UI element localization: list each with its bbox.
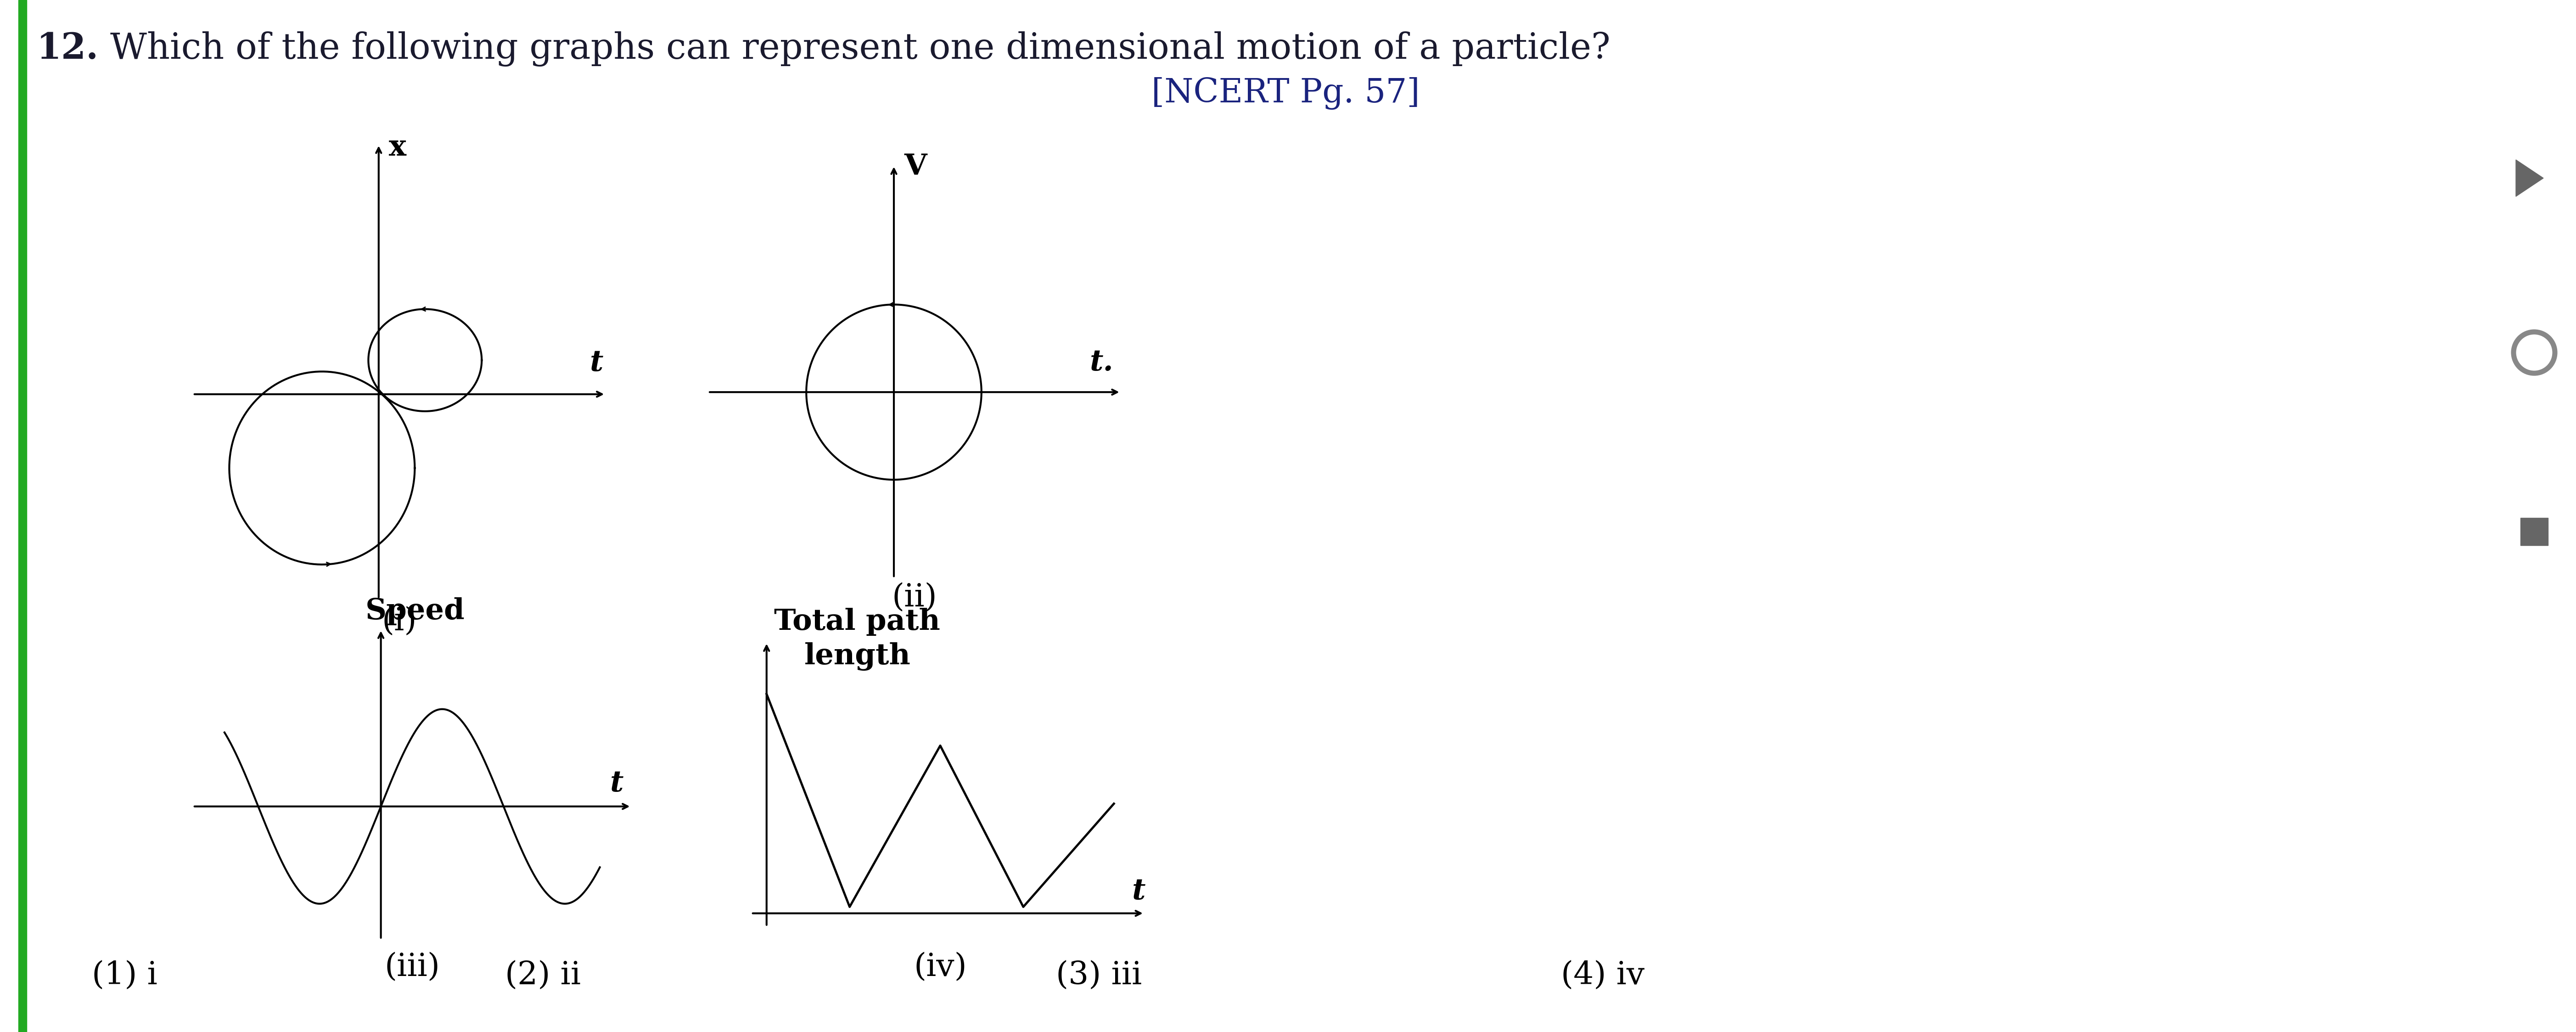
Bar (2519, 518, 2548, 545)
Text: (2) ii: (2) ii (505, 960, 580, 991)
Text: Speed: Speed (366, 598, 464, 625)
Bar (18, 0, 26, 1032)
Text: (iii): (iii) (384, 953, 440, 982)
Text: (4) iv: (4) iv (1561, 960, 1643, 991)
Text: t: t (611, 769, 623, 798)
Text: (iv): (iv) (914, 953, 966, 982)
Text: t.: t. (1090, 349, 1113, 377)
Text: V: V (904, 153, 927, 181)
Text: t: t (1131, 877, 1146, 906)
Text: t: t (590, 349, 603, 378)
Text: 12.: 12. (36, 31, 98, 66)
Text: x: x (389, 133, 407, 162)
Text: (ii): (ii) (891, 582, 938, 613)
Text: [NCERT Pg. 57]: [NCERT Pg. 57] (1151, 77, 1419, 109)
Polygon shape (2517, 160, 2543, 196)
Text: length: length (804, 642, 912, 671)
Text: (1) i: (1) i (93, 960, 157, 991)
Text: (i): (i) (381, 607, 417, 637)
Text: (3) iii: (3) iii (1056, 960, 1141, 991)
Text: Which of the following graphs can represent one dimensional motion of a particle: Which of the following graphs can repres… (111, 31, 1610, 66)
Text: Total path: Total path (775, 608, 940, 636)
